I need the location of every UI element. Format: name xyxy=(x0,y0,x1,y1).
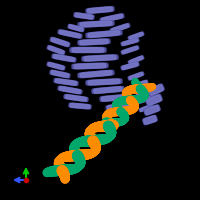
Polygon shape xyxy=(121,38,139,46)
Polygon shape xyxy=(52,54,76,62)
Polygon shape xyxy=(92,87,124,93)
Polygon shape xyxy=(64,95,88,101)
Polygon shape xyxy=(133,81,147,87)
Polygon shape xyxy=(86,30,122,38)
Polygon shape xyxy=(75,13,93,19)
Polygon shape xyxy=(146,94,162,106)
Polygon shape xyxy=(94,87,122,93)
Polygon shape xyxy=(145,105,159,115)
Polygon shape xyxy=(53,55,75,61)
Polygon shape xyxy=(48,63,64,69)
Polygon shape xyxy=(50,70,70,78)
Polygon shape xyxy=(137,97,151,103)
Polygon shape xyxy=(147,95,161,105)
Polygon shape xyxy=(58,86,82,94)
Polygon shape xyxy=(59,87,81,93)
Polygon shape xyxy=(148,84,164,96)
Polygon shape xyxy=(72,48,104,52)
Polygon shape xyxy=(111,24,129,32)
Polygon shape xyxy=(140,105,152,111)
Polygon shape xyxy=(122,63,138,69)
Polygon shape xyxy=(144,105,160,115)
Polygon shape xyxy=(65,95,87,101)
Polygon shape xyxy=(88,7,112,13)
Polygon shape xyxy=(110,24,130,32)
Polygon shape xyxy=(70,47,106,53)
Polygon shape xyxy=(136,96,152,104)
Polygon shape xyxy=(149,85,163,95)
Polygon shape xyxy=(122,39,138,45)
Polygon shape xyxy=(55,79,77,85)
Polygon shape xyxy=(88,31,120,37)
Polygon shape xyxy=(121,62,139,70)
Polygon shape xyxy=(78,39,110,45)
Polygon shape xyxy=(58,30,82,38)
Polygon shape xyxy=(78,21,114,27)
Polygon shape xyxy=(136,88,152,96)
Polygon shape xyxy=(74,63,106,69)
Polygon shape xyxy=(51,38,69,46)
Polygon shape xyxy=(50,37,70,47)
Polygon shape xyxy=(100,14,124,22)
Polygon shape xyxy=(128,56,144,64)
Polygon shape xyxy=(129,73,143,79)
Polygon shape xyxy=(121,46,139,54)
Polygon shape xyxy=(69,25,83,31)
Polygon shape xyxy=(69,103,91,109)
Polygon shape xyxy=(51,71,69,77)
Polygon shape xyxy=(129,56,143,64)
Polygon shape xyxy=(78,70,114,78)
Polygon shape xyxy=(88,79,120,85)
Polygon shape xyxy=(139,104,153,112)
Polygon shape xyxy=(84,55,116,61)
Polygon shape xyxy=(47,62,65,70)
Polygon shape xyxy=(59,30,81,38)
Polygon shape xyxy=(128,72,144,80)
Polygon shape xyxy=(86,79,122,85)
Polygon shape xyxy=(47,46,65,54)
Polygon shape xyxy=(144,116,156,124)
Polygon shape xyxy=(74,13,94,19)
Polygon shape xyxy=(70,103,90,109)
Polygon shape xyxy=(102,95,126,101)
Polygon shape xyxy=(100,95,128,101)
Polygon shape xyxy=(82,55,118,61)
Polygon shape xyxy=(80,71,112,77)
Polygon shape xyxy=(128,32,144,40)
Polygon shape xyxy=(106,102,130,110)
Polygon shape xyxy=(143,115,157,125)
Polygon shape xyxy=(101,14,123,22)
Polygon shape xyxy=(48,46,64,54)
Polygon shape xyxy=(137,89,151,95)
Polygon shape xyxy=(68,24,84,32)
Polygon shape xyxy=(80,21,112,27)
Polygon shape xyxy=(80,39,108,45)
Polygon shape xyxy=(107,103,129,109)
Polygon shape xyxy=(54,79,78,85)
Polygon shape xyxy=(122,46,138,54)
Polygon shape xyxy=(129,33,143,39)
Polygon shape xyxy=(132,80,148,88)
Polygon shape xyxy=(72,63,108,69)
Polygon shape xyxy=(86,7,114,13)
